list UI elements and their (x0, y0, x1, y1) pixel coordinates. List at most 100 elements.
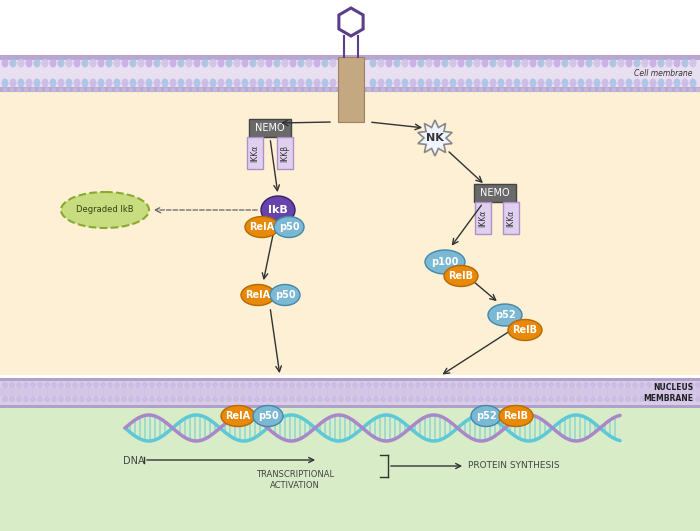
Circle shape (276, 88, 281, 92)
Circle shape (2, 396, 8, 402)
Ellipse shape (393, 58, 400, 67)
Ellipse shape (274, 58, 281, 67)
Ellipse shape (402, 79, 409, 88)
Circle shape (219, 396, 225, 402)
Circle shape (72, 382, 78, 388)
Circle shape (570, 88, 575, 92)
Circle shape (191, 382, 197, 388)
Ellipse shape (377, 58, 384, 67)
Ellipse shape (545, 58, 552, 67)
Circle shape (30, 396, 36, 402)
Circle shape (9, 396, 15, 402)
Circle shape (535, 88, 540, 92)
Circle shape (653, 396, 659, 402)
Circle shape (632, 396, 638, 402)
Circle shape (129, 88, 134, 92)
Circle shape (506, 396, 512, 402)
Circle shape (548, 382, 554, 388)
Circle shape (3, 88, 8, 92)
Ellipse shape (178, 79, 185, 88)
Circle shape (590, 382, 596, 388)
Ellipse shape (690, 79, 696, 88)
Ellipse shape (321, 79, 328, 88)
Circle shape (562, 382, 568, 388)
Circle shape (464, 396, 470, 402)
Circle shape (150, 88, 155, 92)
Circle shape (499, 382, 505, 388)
Circle shape (261, 396, 267, 402)
Circle shape (619, 88, 624, 92)
Circle shape (233, 382, 239, 388)
Circle shape (114, 396, 120, 402)
Circle shape (66, 88, 71, 92)
Ellipse shape (25, 58, 32, 67)
Circle shape (696, 88, 700, 92)
Ellipse shape (650, 58, 657, 67)
Circle shape (429, 396, 435, 402)
Text: NUCLEUS
MEMBRANE: NUCLEUS MEMBRANE (643, 383, 693, 403)
Circle shape (633, 88, 638, 92)
Circle shape (486, 88, 491, 92)
Circle shape (240, 396, 246, 402)
Ellipse shape (221, 406, 255, 426)
Ellipse shape (202, 58, 209, 67)
Circle shape (395, 88, 400, 92)
Ellipse shape (305, 79, 312, 88)
Circle shape (65, 382, 71, 388)
Circle shape (311, 88, 316, 92)
Ellipse shape (249, 79, 256, 88)
Ellipse shape (458, 58, 465, 67)
Circle shape (653, 382, 659, 388)
Circle shape (38, 88, 43, 92)
Text: NEMO: NEMO (256, 123, 285, 133)
Circle shape (682, 88, 687, 92)
Circle shape (409, 88, 414, 92)
Ellipse shape (682, 79, 689, 88)
Circle shape (93, 396, 99, 402)
Ellipse shape (466, 58, 472, 67)
Ellipse shape (61, 192, 149, 228)
Ellipse shape (113, 79, 120, 88)
Circle shape (689, 88, 694, 92)
Circle shape (374, 88, 379, 92)
Ellipse shape (41, 58, 48, 67)
Circle shape (338, 382, 344, 388)
Circle shape (177, 382, 183, 388)
Circle shape (605, 88, 610, 92)
Circle shape (548, 396, 554, 402)
Ellipse shape (634, 58, 640, 67)
Circle shape (402, 88, 407, 92)
Ellipse shape (74, 58, 80, 67)
Ellipse shape (137, 58, 144, 67)
Circle shape (247, 396, 253, 402)
Ellipse shape (193, 79, 200, 88)
Ellipse shape (498, 79, 505, 88)
Ellipse shape (505, 58, 512, 67)
Circle shape (612, 88, 617, 92)
Circle shape (51, 382, 57, 388)
Circle shape (107, 396, 113, 402)
Bar (0, 55, 700, 60)
Circle shape (345, 396, 351, 402)
Circle shape (178, 88, 183, 92)
Ellipse shape (641, 79, 648, 88)
Circle shape (44, 382, 50, 388)
Ellipse shape (561, 79, 568, 88)
Circle shape (142, 382, 148, 388)
Ellipse shape (449, 79, 456, 88)
Circle shape (668, 88, 673, 92)
Circle shape (115, 88, 120, 92)
Ellipse shape (529, 58, 536, 67)
Circle shape (366, 396, 372, 402)
Circle shape (30, 382, 36, 388)
Ellipse shape (489, 79, 496, 88)
Ellipse shape (90, 58, 97, 67)
Ellipse shape (66, 79, 73, 88)
Circle shape (184, 396, 190, 402)
Ellipse shape (290, 79, 297, 88)
Ellipse shape (90, 79, 97, 88)
Ellipse shape (489, 58, 496, 67)
Circle shape (143, 88, 148, 92)
Bar (0, 55, 700, 92)
Circle shape (332, 88, 337, 92)
